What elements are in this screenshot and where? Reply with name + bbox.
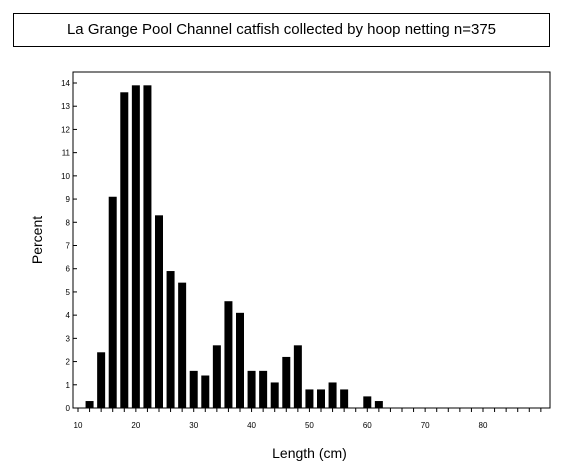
x-axis: 10 20 30 40 50 60 70 80 (74, 408, 542, 430)
x-tick-label: 20 (131, 421, 140, 430)
x-tick-label: 60 (363, 421, 372, 430)
bar (374, 401, 383, 408)
bar (143, 85, 152, 408)
x-axis-label: Length (cm) (272, 445, 347, 461)
y-axis-label: Percent (29, 216, 45, 264)
bar (85, 401, 94, 408)
bar (259, 370, 268, 408)
y-tick-label: 10 (61, 172, 70, 181)
x-tick-label: 50 (305, 421, 314, 430)
y-tick-label: 0 (66, 404, 71, 413)
chart-title: La Grange Pool Channel catfish collected… (66, 21, 497, 38)
bar (293, 345, 302, 408)
bar (108, 196, 117, 408)
x-tick-label: 10 (74, 421, 83, 430)
x-tick-label: 70 (421, 421, 430, 430)
y-tick-label: 6 (66, 265, 71, 274)
y-tick-label: 13 (61, 102, 70, 111)
y-tick-label: 8 (66, 218, 71, 227)
bar (328, 382, 337, 408)
x-tick-label: 40 (247, 421, 256, 430)
x-tick-label: 30 (189, 421, 198, 430)
y-tick-label: 9 (66, 195, 71, 204)
bar (97, 352, 106, 408)
y-tick-label: 7 (66, 242, 71, 251)
x-tick-label: 80 (479, 421, 488, 430)
bar (363, 396, 372, 408)
bar (305, 389, 314, 408)
bar (189, 370, 198, 408)
y-tick-label: 12 (61, 125, 70, 134)
bar (270, 382, 279, 408)
plot-frame (72, 71, 551, 409)
bar (212, 345, 221, 408)
bar (317, 389, 325, 408)
bar (236, 312, 244, 408)
y-tick-label: 4 (66, 311, 71, 320)
y-tick-label: 14 (61, 79, 70, 88)
bars (85, 85, 383, 408)
bar (155, 215, 163, 408)
y-tick-label: 11 (62, 149, 71, 158)
bar (282, 356, 291, 408)
bar (178, 282, 187, 408)
bar (247, 370, 256, 408)
y-tick-label: 5 (66, 288, 71, 297)
bar (224, 301, 233, 408)
y-tick-label: 3 (66, 334, 71, 343)
bar (166, 271, 175, 408)
chart-title-box: La Grange Pool Channel catfish collected… (13, 13, 550, 47)
bar (340, 389, 349, 408)
y-tick-label: 1 (66, 381, 71, 390)
y-tick-label: 2 (66, 358, 71, 367)
bar (201, 375, 210, 408)
bar (120, 92, 129, 408)
bar (131, 85, 140, 408)
